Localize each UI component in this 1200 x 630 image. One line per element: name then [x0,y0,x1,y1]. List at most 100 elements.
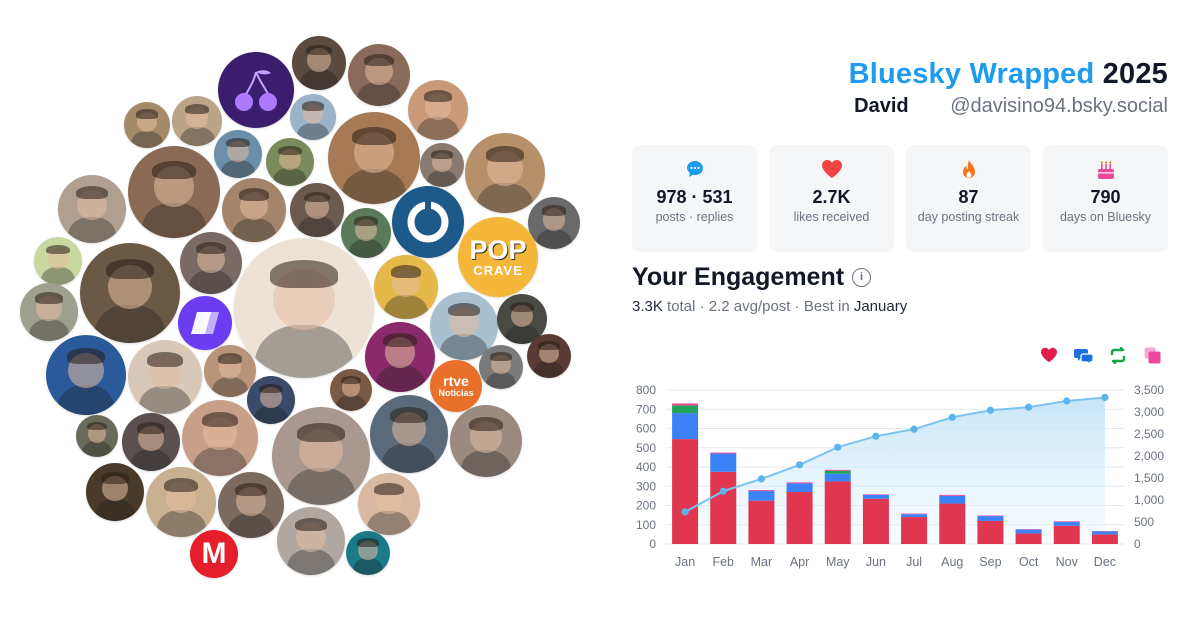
avatar[interactable] [528,197,580,249]
app-logo-avatar[interactable] [178,296,232,350]
bar-quotes [939,494,966,496]
bar-replies [939,495,966,504]
avatar[interactable] [222,178,286,242]
avatar[interactable] [292,36,346,90]
reply-icon[interactable] [1074,347,1094,367]
avatar[interactable] [86,463,144,521]
avatar[interactable] [128,340,202,414]
separator: · [699,298,705,315]
ring-logo-avatar[interactable] [392,186,464,258]
y-tick-label: 100 [636,518,656,532]
repost-icon[interactable] [1109,346,1129,367]
cumulative-area [685,397,1105,544]
avatar[interactable] [272,407,370,505]
avatar[interactable] [218,472,284,538]
engagement-summary: 3.3K total · 2.2 avg/post · Best in Janu… [632,298,907,315]
y2-tick-label: 3,500 [1134,383,1164,397]
bar-quotes [824,469,851,471]
y2-tick-label: 3,000 [1134,405,1164,419]
quote-icon[interactable] [1144,347,1164,367]
avatar[interactable] [370,395,448,473]
avatar[interactable] [450,405,522,477]
avatar[interactable] [374,255,438,319]
y2-tick-label: 1,000 [1134,493,1164,507]
bar-reposts [672,405,699,414]
avatar[interactable] [128,146,220,238]
avatar[interactable] [328,112,420,204]
avatar[interactable] [172,96,222,146]
y-tick-label: 0 [649,537,656,551]
engagement-total-word: total [667,298,696,315]
avatar[interactable] [180,232,242,294]
stat-card-days: 790 days on Bluesky [1043,145,1168,252]
avatar[interactable] [358,473,420,535]
avatar[interactable] [420,143,464,187]
stat-label: posts · replies [655,210,734,224]
avatar[interactable] [465,133,545,213]
best-prefix: Best in [803,298,850,315]
pop-crave-bottom: CRAVE [473,262,523,278]
cumulative-point [795,461,804,469]
avatar[interactable] [80,243,180,343]
separator: · [794,298,800,315]
bar-likes [1015,533,1042,544]
rtve-noticias-logo-avatar[interactable]: rtve Noticias [430,360,482,412]
avatar[interactable] [479,345,523,389]
y-tick-label: 400 [636,460,656,474]
y2-tick-label: 2,000 [1134,449,1164,463]
engagement-total: 3.3K [632,298,663,315]
avatar[interactable] [204,345,256,397]
info-icon[interactable]: i [852,268,871,287]
bar-quotes [710,452,737,454]
cherry-logo-avatar[interactable] [218,52,294,128]
stat-label: days on Bluesky [1059,210,1152,224]
stat-card-posts: 978 · 531 posts · replies [632,145,757,252]
avatar[interactable] [46,335,126,415]
bar-replies [1015,529,1042,534]
m-logo-avatar[interactable]: M [190,530,238,578]
cumulative-point [757,475,766,483]
avatar[interactable] [365,322,435,392]
avatar[interactable] [348,44,410,106]
bar-likes [977,520,1004,544]
avatar[interactable] [76,415,118,457]
x-tick-label: Dec [1094,555,1116,569]
avatar[interactable] [214,130,262,178]
avatar[interactable] [146,467,216,537]
avatar[interactable] [408,80,468,140]
avatar[interactable] [34,237,82,285]
avatar[interactable] [266,138,314,186]
heart-icon[interactable] [1040,347,1060,367]
avatar[interactable] [527,334,571,378]
heart-icon [769,159,894,181]
avatar[interactable] [277,507,345,575]
avatar[interactable] [247,376,295,424]
avatar[interactable] [290,94,336,140]
avatar[interactable] [234,238,374,378]
avatar[interactable] [182,400,258,476]
bar-likes [901,517,928,544]
avatar[interactable] [58,175,126,243]
pop-crave-logo-avatar[interactable]: POP CRAVE [458,217,538,297]
avatar[interactable] [122,413,180,471]
pop-crave-top: POP [469,234,527,265]
bar-likes [786,492,813,544]
avatar[interactable] [124,102,170,148]
cumulative-point [986,406,995,414]
bar-replies [824,473,851,482]
avatar[interactable] [290,183,344,237]
cake-icon [1043,159,1168,181]
bar-replies [862,494,889,499]
avatar[interactable] [330,369,372,411]
x-tick-label: Feb [712,555,734,569]
avatar[interactable] [341,208,391,258]
y2-tick-label: 1,500 [1134,471,1164,485]
avatar[interactable] [20,283,78,341]
cumulative-line [684,396,1106,513]
bar-replies [1053,521,1080,526]
x-tick-label: Jun [866,555,886,569]
y-tick-label: 300 [636,479,656,493]
avatar[interactable] [346,531,390,575]
avatar[interactable] [430,292,498,360]
bar-quotes [1053,521,1080,522]
